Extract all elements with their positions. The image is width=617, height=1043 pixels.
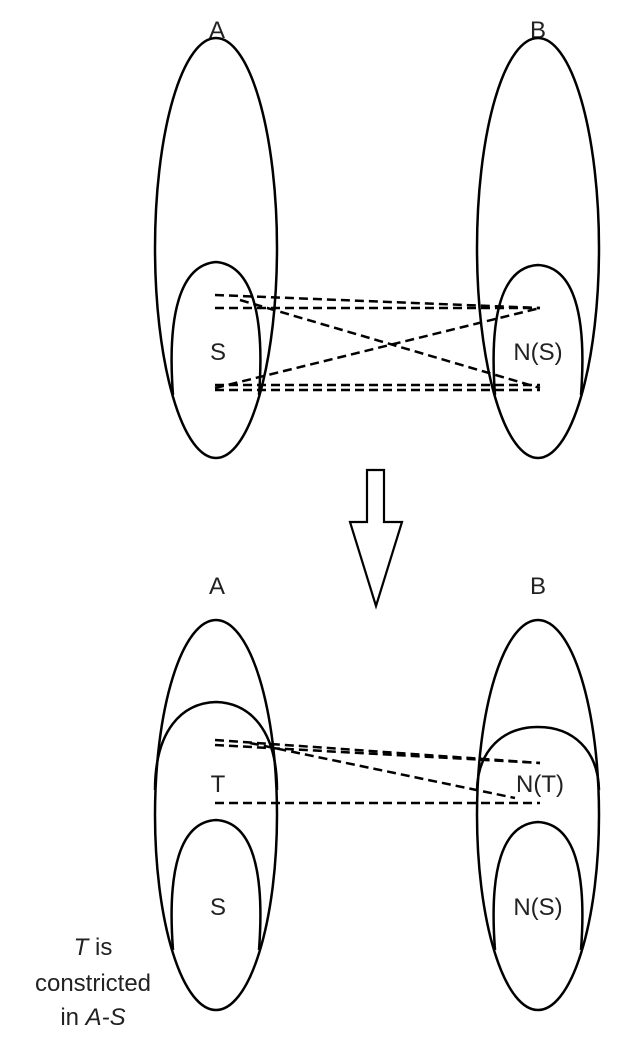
top-label-s: S xyxy=(210,339,226,366)
top-edges xyxy=(214,293,541,392)
bottom-panel: A B T N(T) S N(S) xyxy=(153,573,601,1012)
bottom-label-a: A xyxy=(209,573,225,600)
bottom-set-a-ellipse xyxy=(153,618,279,1012)
top-neighborhood-ns-curve xyxy=(492,263,584,396)
bottom-edge-3 xyxy=(249,741,516,800)
caption: T is constricted in A-S xyxy=(35,934,151,1031)
caption-line-2: constricted xyxy=(35,970,151,997)
caption-in: in xyxy=(60,1004,85,1031)
bottom-subset-t-curve xyxy=(153,700,279,791)
bottom-set-b-ellipse xyxy=(475,618,601,1012)
bottom-edge-2 xyxy=(214,743,541,765)
bottom-neighborhood-ns-curve xyxy=(492,820,584,951)
top-edge-1 xyxy=(214,293,541,310)
bottom-label-nt: N(T) xyxy=(516,771,564,798)
top-edge-4 xyxy=(214,306,541,390)
bottom-edges xyxy=(214,738,541,805)
caption-t-italic: T xyxy=(74,934,91,961)
top-label-ns: N(S) xyxy=(513,339,562,366)
caption-a-minus-s: A-S xyxy=(84,1004,126,1031)
bottom-label-b: B xyxy=(530,573,546,600)
bottom-edge-1 xyxy=(214,738,541,765)
bottom-subset-s-curve xyxy=(170,818,262,951)
caption-line-1: T is xyxy=(74,934,113,961)
caption-is: is xyxy=(88,934,112,961)
down-arrow-icon xyxy=(348,468,404,610)
bottom-label-s: S xyxy=(210,894,226,921)
caption-line-3: in A-S xyxy=(60,1004,125,1031)
top-subset-s-curve xyxy=(170,260,262,396)
bottom-label-ns: N(S) xyxy=(513,894,562,921)
top-panel: A B S N(S) xyxy=(153,17,601,460)
top-edge-3 xyxy=(239,298,541,390)
bottom-label-t: T xyxy=(211,771,226,798)
top-set-b-ellipse xyxy=(475,36,601,460)
top-set-a-ellipse xyxy=(153,36,279,460)
